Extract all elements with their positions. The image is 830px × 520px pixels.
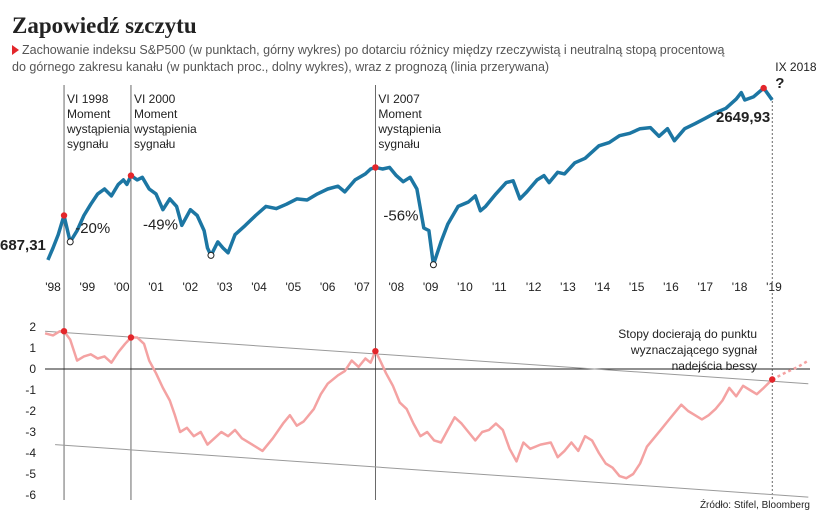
x-tick-label: '99 (80, 280, 96, 294)
peak-marker (60, 212, 68, 219)
x-tick-label: '04 (251, 280, 267, 294)
trend-line (55, 444, 809, 498)
y-tick-label: 1 (29, 341, 36, 355)
peak-marker (760, 84, 767, 92)
series-line (46, 86, 774, 267)
y-tick-label: -3 (25, 425, 36, 439)
x-tick-label: '07 (354, 280, 370, 294)
x-tick-label: '19 (766, 280, 782, 294)
trough-marker (66, 238, 74, 246)
series-line (44, 329, 774, 480)
x-tick-label: '10 (457, 280, 473, 294)
y-tick-label: 0 (29, 362, 36, 376)
annotation: sygnału (67, 137, 108, 151)
value-label: 687,31 (0, 237, 46, 254)
value-label: 2649,93 (716, 109, 770, 126)
y-tick-label: -2 (25, 404, 36, 418)
annotation: Moment (134, 107, 178, 121)
annotation: Moment (67, 107, 111, 121)
trough-marker (207, 251, 215, 259)
bullet (12, 45, 19, 55)
y-tick-label: 2 (29, 320, 36, 334)
forecast-line (771, 359, 809, 381)
y-tick-label: -1 (25, 383, 36, 397)
x-tick-label: '98 (45, 280, 61, 294)
subtitle: Zachowanie indeksu S&P500 (w punktach, g… (22, 43, 724, 57)
x-tick-label: '17 (697, 280, 713, 294)
annotation: sygnału (378, 137, 419, 151)
x-tick-label: '06 (320, 280, 336, 294)
subtitle: do górnego zakresu kanału (w punktach pr… (12, 60, 549, 74)
decline-label: -49% (143, 216, 178, 233)
x-tick-label: '15 (629, 280, 645, 294)
y-tick-label: -6 (25, 488, 36, 502)
x-tick-label: '02 (183, 280, 199, 294)
x-tick-label: '05 (286, 280, 302, 294)
annotation: IX 2018 (775, 60, 817, 74)
x-tick-label: '18 (732, 280, 748, 294)
x-tick-label: '03 (217, 280, 233, 294)
trough-marker (429, 261, 437, 269)
decline-label: -20% (75, 220, 110, 237)
trend-line (45, 330, 809, 385)
x-tick-label: '12 (526, 280, 542, 294)
signal-marker (769, 376, 776, 383)
annotation: VI 2000 (134, 92, 176, 106)
note: nadejścia bessy (672, 359, 757, 373)
x-tick-label: '13 (560, 280, 576, 294)
chart-title: Zapowiedź szczytu (12, 13, 197, 38)
annotation: wystąpienia (66, 122, 130, 136)
decline-label: -56% (383, 208, 418, 225)
x-tick-label: '09 (423, 280, 439, 294)
annotation: wystąpienia (133, 122, 197, 136)
peak-marker (127, 172, 135, 179)
note: wyznaczającego sygnał (630, 343, 757, 357)
x-tick-label: '01 (148, 280, 164, 294)
y-tick-label: -5 (25, 467, 36, 481)
peak-marker (372, 164, 379, 171)
annotation: VI 2007 (378, 92, 420, 106)
x-tick-label: '08 (389, 280, 405, 294)
signal-marker (372, 347, 379, 355)
annotation: ? (775, 75, 784, 92)
x-tick-label: '11 (492, 280, 507, 294)
annotation: wystąpienia (377, 122, 441, 136)
annotation: sygnału (134, 137, 175, 151)
x-tick-label: '16 (663, 280, 679, 294)
x-tick-label: '00 (114, 280, 130, 294)
x-tick-label: '14 (594, 280, 610, 294)
source: Źródło: Stifel, Bloomberg (700, 498, 810, 511)
annotation: VI 1998 (67, 92, 109, 106)
signal-marker (60, 328, 68, 335)
signal-marker (127, 334, 135, 341)
y-tick-label: -4 (25, 446, 36, 460)
note: Stopy docierają do punktu (618, 327, 757, 341)
annotation: Moment (378, 107, 422, 121)
